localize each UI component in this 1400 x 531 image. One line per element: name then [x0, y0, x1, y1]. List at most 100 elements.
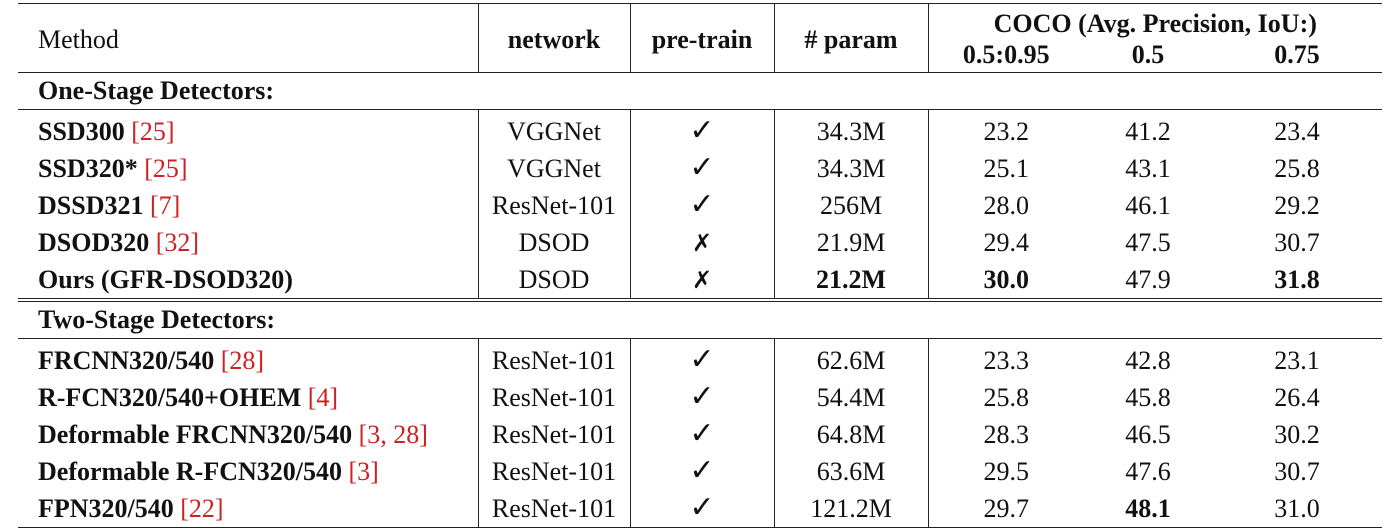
- citation-link[interactable]: [28]: [220, 345, 265, 375]
- checkmark-icon: ✓: [689, 150, 715, 185]
- header-param: # param: [773, 3, 928, 73]
- ap-cell: 29.4: [927, 224, 1084, 261]
- method-name: SSD320*: [38, 153, 138, 183]
- param-cell: 21.2M: [773, 261, 928, 302]
- cross-icon: ✗: [691, 228, 713, 257]
- table-row: Deformable R-FCN320/540 [3] ResNet-101 ✓…: [18, 453, 1382, 490]
- section-title: Two-Stage Detectors:: [18, 299, 1383, 339]
- header-pretrain: pre-train: [629, 3, 774, 73]
- citation-link[interactable]: [7]: [149, 190, 181, 220]
- ap-cell: 47.5: [1125, 227, 1171, 257]
- param-cell: 54.4M: [773, 379, 928, 416]
- ap-cell: 43.1: [1125, 153, 1171, 183]
- citation-link[interactable]: [25]: [144, 153, 188, 183]
- ap-cell: 26.4: [1274, 382, 1320, 412]
- section-header: One-Stage Detectors:: [18, 72, 1383, 110]
- checkmark-icon: ✓: [689, 342, 715, 377]
- param-cell: 21.9M: [773, 224, 928, 261]
- network-cell: ResNet-101: [477, 490, 630, 528]
- ap-cell: 42.8: [1125, 345, 1171, 375]
- param-cell: 34.3M: [773, 109, 928, 150]
- checkmark-icon: ✓: [689, 453, 715, 488]
- network-cell: ResNet-101: [477, 338, 630, 379]
- ap-cell: 47.9: [1084, 261, 1212, 302]
- param-cell: 62.6M: [773, 338, 928, 379]
- ap-cell: 30.0: [927, 261, 1084, 302]
- method-name: SSD300: [38, 116, 125, 146]
- table-row: DSOD320 [32] DSOD ✗ 21.9M 29.4 47.5 30.7: [18, 224, 1382, 261]
- cross-icon: ✗: [691, 265, 713, 294]
- table-row: R-FCN320/540+OHEM [4] ResNet-101 ✓ 54.4M…: [18, 379, 1382, 416]
- network-cell: VGGNet: [477, 109, 630, 150]
- network-cell: ResNet-101: [477, 187, 630, 224]
- network-cell: DSOD: [477, 224, 630, 261]
- citation-link[interactable]: [22]: [180, 493, 224, 523]
- header-ap-2: 0.75: [1274, 40, 1320, 69]
- ap-cell: 28.3: [927, 416, 1084, 453]
- ap-cell: 23.2: [927, 109, 1084, 150]
- ap-cell: 47.6: [1125, 456, 1171, 486]
- network-cell: VGGNet: [477, 150, 630, 187]
- header-ap-1: 0.5: [1131, 40, 1165, 69]
- table-row: SSD320* [25] VGGNet ✓ 34.3M 25.1 43.1 25…: [18, 150, 1382, 187]
- param-cell: 64.8M: [773, 416, 928, 453]
- checkmark-icon: ✓: [689, 379, 715, 414]
- ap-cell: 23.3: [927, 338, 1084, 379]
- network-cell: ResNet-101: [477, 379, 630, 416]
- header-network: network: [477, 3, 630, 73]
- table-row: Ours (GFR-DSOD320) DSOD ✗ 21.2M 30.0 47.…: [18, 261, 1383, 302]
- header-subrow: 0.5:0.95 0.5 0.75: [18, 40, 1382, 73]
- ap-cell: 25.1: [927, 150, 1084, 187]
- network-cell: DSOD: [477, 261, 630, 302]
- table-row: Deformable FRCNN320/540 [3, 28] ResNet-1…: [18, 416, 1382, 453]
- method-name: Ours (GFR-DSOD320): [38, 264, 293, 294]
- citation-link[interactable]: [25]: [131, 116, 175, 146]
- method-name: FRCNN320/540: [38, 345, 215, 375]
- ap-cell: 48.1: [1084, 490, 1212, 528]
- table-row: SSD300 [25] VGGNet ✓ 34.3M 23.2 41.2 23.…: [18, 109, 1382, 150]
- header-method: Method: [18, 3, 478, 73]
- param-cell: 34.3M: [773, 150, 928, 187]
- ap-cell: 31.8: [1212, 261, 1383, 302]
- method-name: DSOD320: [38, 227, 150, 257]
- citation-link[interactable]: [32]: [155, 227, 200, 257]
- method-name: Deformable FRCNN320/540: [38, 419, 353, 449]
- citation-link[interactable]: [3, 28]: [358, 419, 428, 449]
- checkmark-icon: ✓: [689, 490, 715, 525]
- checkmark-icon: ✓: [689, 416, 715, 451]
- citation-link[interactable]: [3]: [348, 456, 379, 486]
- ap-cell: 25.8: [1274, 153, 1320, 183]
- results-table: Method network pre-train # param COCO (A…: [18, 3, 1383, 528]
- ap-cell: 31.0: [1212, 490, 1383, 528]
- ap-cell: 45.8: [1125, 382, 1171, 412]
- section-title: One-Stage Detectors:: [18, 72, 1383, 110]
- ap-cell: 30.7: [1274, 227, 1320, 257]
- ap-cell: 41.2: [1125, 116, 1171, 146]
- header-row: Method network pre-train # param COCO (A…: [18, 3, 1383, 73]
- ap-cell: 23.1: [1274, 345, 1320, 375]
- ap-cell: 30.7: [1274, 456, 1320, 486]
- method-name: DSSD321: [38, 190, 144, 220]
- method-name: Deformable R-FCN320/540: [38, 456, 342, 486]
- ap-cell: 46.5: [1125, 419, 1171, 449]
- ap-cell: 25.8: [927, 379, 1084, 416]
- param-cell: 121.2M: [773, 490, 928, 528]
- table-row: DSSD321 [7] ResNet-101 ✓ 256M 28.0 46.1 …: [18, 187, 1382, 224]
- network-cell: ResNet-101: [477, 416, 630, 453]
- ap-cell: 46.1: [1125, 190, 1171, 220]
- method-name: R-FCN320/540+OHEM: [38, 382, 302, 412]
- section-header: Two-Stage Detectors:: [18, 299, 1383, 339]
- param-cell: 63.6M: [773, 453, 928, 490]
- ap-cell: 28.0: [927, 187, 1084, 224]
- ap-cell: 29.2: [1274, 190, 1320, 220]
- method-name: FPN320/540: [38, 493, 174, 523]
- ap-cell: 29.5: [927, 453, 1084, 490]
- ap-cell: 29.7: [927, 490, 1084, 528]
- table-row: FRCNN320/540 [28] ResNet-101 ✓ 62.6M 23.…: [18, 338, 1382, 379]
- checkmark-icon: ✓: [689, 113, 715, 148]
- citation-link[interactable]: [4]: [307, 382, 339, 412]
- header-coco: COCO (Avg. Precision, IoU:): [927, 3, 1383, 40]
- header-ap-0: 0.5:0.95: [927, 40, 1084, 73]
- checkmark-icon: ✓: [689, 187, 715, 222]
- ap-cell: 30.2: [1274, 419, 1320, 449]
